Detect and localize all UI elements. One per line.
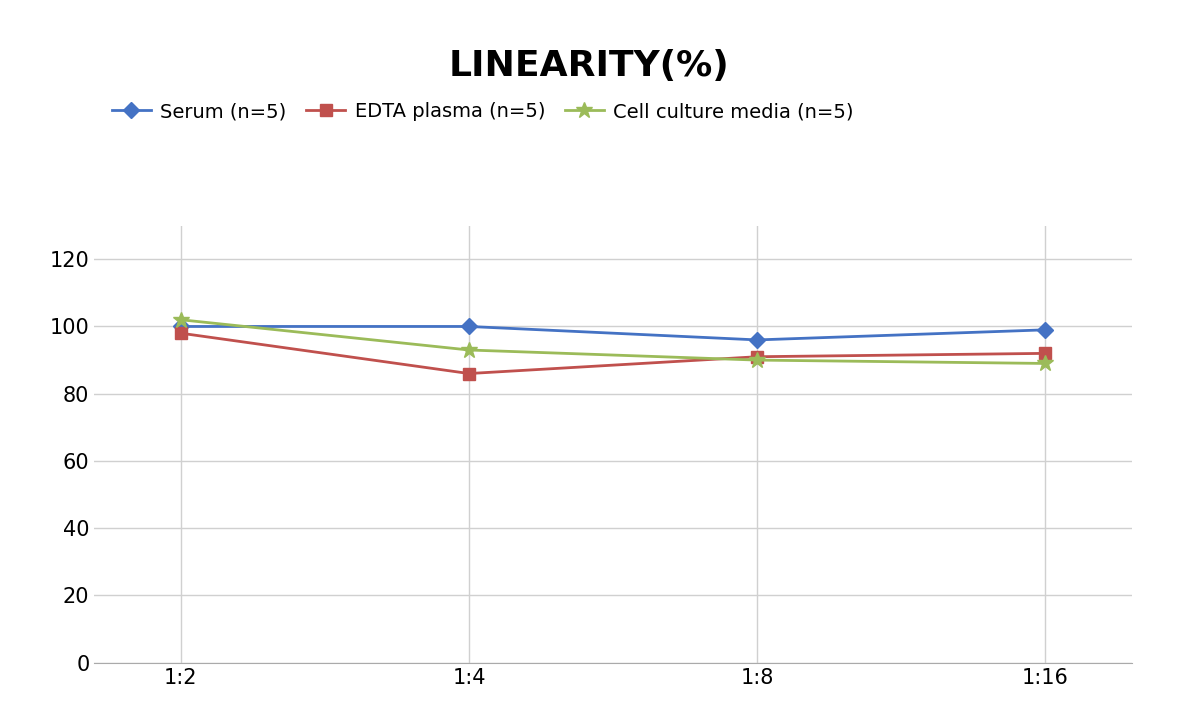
Serum (n=5): [750, 336, 764, 344]
Legend: Serum (n=5), EDTA plasma (n=5), Cell culture media (n=5): Serum (n=5), EDTA plasma (n=5), Cell cul…: [104, 94, 862, 129]
Cell culture media (n=5): [462, 345, 476, 354]
EDTA plasma (n=5): [462, 369, 476, 378]
EDTA plasma (n=5): [173, 329, 187, 338]
EDTA plasma (n=5): [750, 352, 764, 361]
Line: Serum (n=5): Serum (n=5): [176, 321, 1050, 345]
Line: EDTA plasma (n=5): EDTA plasma (n=5): [176, 328, 1050, 379]
Cell culture media (n=5): [750, 356, 764, 364]
Serum (n=5): [1039, 326, 1053, 334]
Text: LINEARITY(%): LINEARITY(%): [449, 49, 730, 83]
Serum (n=5): [173, 322, 187, 331]
EDTA plasma (n=5): [1039, 349, 1053, 357]
Cell culture media (n=5): [1039, 360, 1053, 368]
Serum (n=5): [462, 322, 476, 331]
Line: Cell culture media (n=5): Cell culture media (n=5): [172, 312, 1054, 372]
Cell culture media (n=5): [173, 316, 187, 324]
